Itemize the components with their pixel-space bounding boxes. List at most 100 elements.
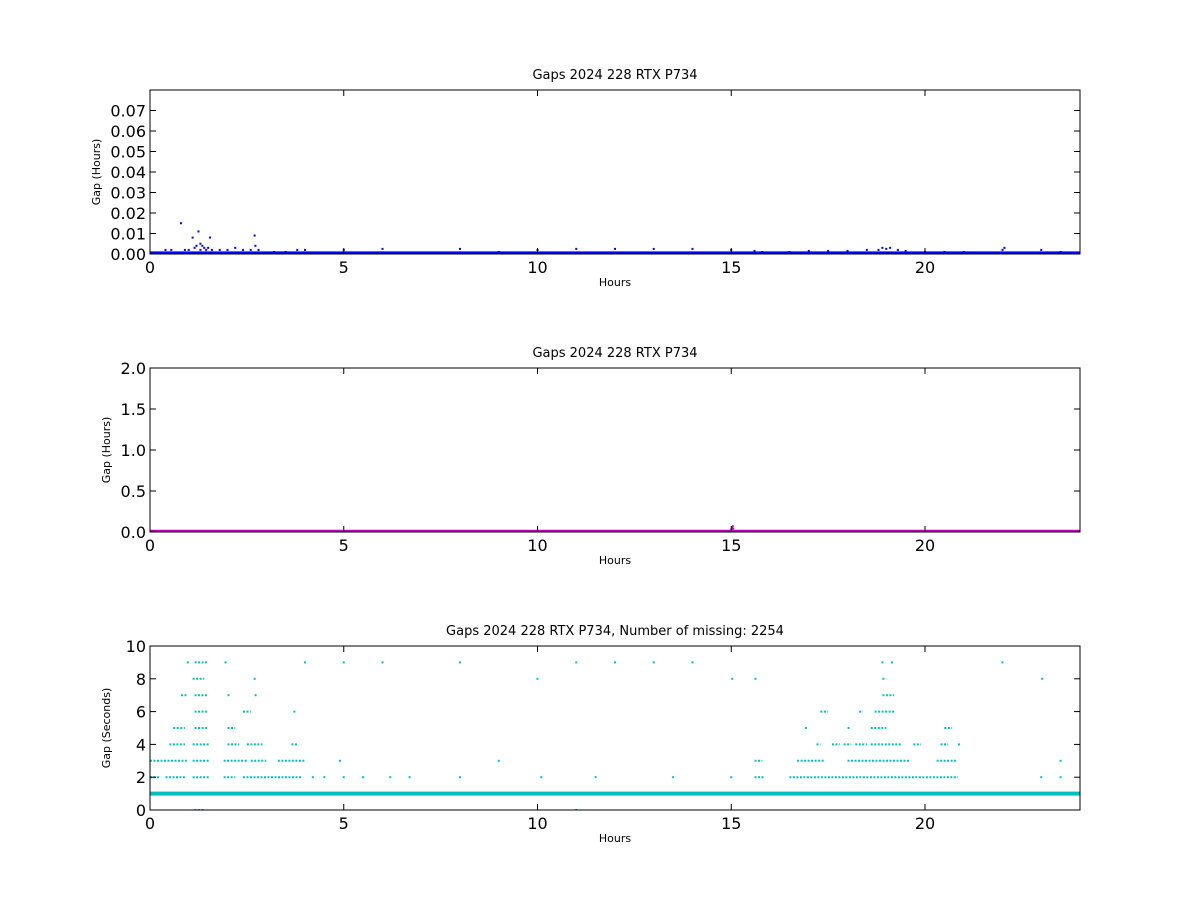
data-point bbox=[205, 248, 208, 251]
data-point bbox=[761, 250, 764, 253]
y-tick-label: 0.06 bbox=[110, 122, 146, 141]
data-point bbox=[183, 248, 186, 251]
data-point bbox=[807, 249, 810, 252]
data-point bbox=[199, 248, 202, 251]
data-point bbox=[575, 661, 578, 664]
data-point bbox=[381, 661, 384, 664]
y-tick-label: 0.5 bbox=[121, 482, 146, 501]
chart-title: Gaps 2024 228 RTX P734 bbox=[532, 68, 697, 83]
data-point bbox=[389, 776, 392, 779]
x-tick-label: 10 bbox=[527, 536, 547, 555]
data-point bbox=[1040, 776, 1043, 779]
data-point bbox=[459, 776, 461, 779]
chart-title: Gaps 2024 228 RTX P734 bbox=[532, 346, 697, 361]
x-tick-label: 0 bbox=[145, 814, 155, 833]
data-point bbox=[170, 248, 173, 251]
data-point bbox=[242, 248, 244, 251]
data-layer bbox=[150, 661, 1080, 810]
y-tick-label: 10 bbox=[126, 637, 146, 656]
data-point bbox=[249, 248, 252, 251]
data-point bbox=[180, 222, 182, 225]
data-point bbox=[209, 236, 212, 239]
data-point bbox=[191, 236, 194, 239]
y-tick-label: 1.0 bbox=[121, 441, 146, 460]
data-point bbox=[788, 250, 791, 253]
data-point bbox=[731, 526, 734, 529]
data-point bbox=[311, 776, 314, 779]
x-tick-label: 15 bbox=[721, 536, 741, 555]
x-tick-label: 0 bbox=[145, 536, 155, 555]
data-point bbox=[730, 776, 733, 779]
x-axis-label: Hours bbox=[599, 554, 631, 567]
data-point bbox=[187, 248, 190, 251]
data-point bbox=[1003, 246, 1006, 249]
data-point bbox=[731, 525, 734, 528]
data-point bbox=[1059, 250, 1062, 253]
data-point bbox=[881, 246, 884, 249]
data-point bbox=[827, 249, 830, 252]
x-tick-label: 10 bbox=[527, 814, 547, 833]
y-tick-label: 0.04 bbox=[110, 163, 146, 182]
data-point bbox=[691, 661, 694, 664]
data-point bbox=[203, 246, 206, 249]
data-point bbox=[218, 248, 221, 251]
data-point bbox=[199, 242, 202, 245]
baseline-band bbox=[150, 529, 1080, 532]
data-point bbox=[201, 244, 204, 247]
data-point bbox=[540, 776, 543, 779]
x-tick-label: 15 bbox=[721, 258, 741, 277]
data-point bbox=[497, 250, 500, 253]
data-point bbox=[672, 776, 675, 779]
y-tick-label: 0.07 bbox=[110, 102, 146, 121]
data-point bbox=[253, 677, 256, 680]
x-tick-label: 20 bbox=[915, 814, 935, 833]
data-point bbox=[304, 661, 306, 664]
chart-title: Gaps 2024 228 RTX P734, Number of missin… bbox=[446, 624, 784, 639]
data-point bbox=[652, 247, 655, 250]
x-tick-label: 0 bbox=[145, 258, 155, 277]
data-point bbox=[323, 776, 326, 779]
data-point bbox=[296, 248, 299, 251]
data-point bbox=[753, 249, 756, 252]
data-point bbox=[881, 661, 884, 664]
x-tick-label: 5 bbox=[339, 258, 349, 277]
data-point bbox=[691, 247, 694, 250]
data-point bbox=[459, 247, 461, 250]
y-tick-label: 4 bbox=[136, 735, 146, 754]
y-tick-label: 0.02 bbox=[110, 204, 146, 223]
data-point bbox=[254, 244, 257, 247]
data-point bbox=[284, 250, 287, 253]
y-tick-label: 0.00 bbox=[110, 245, 146, 264]
y-tick-label: 0.05 bbox=[110, 143, 146, 162]
data-point bbox=[304, 248, 306, 251]
data-point bbox=[536, 677, 539, 680]
axes-frame bbox=[149, 367, 1081, 533]
data-point bbox=[1059, 776, 1062, 779]
data-point bbox=[865, 248, 868, 251]
data-point bbox=[226, 248, 229, 251]
y-tick-label: 1.5 bbox=[121, 400, 146, 419]
data-point bbox=[207, 246, 210, 249]
x-axis-label: Hours bbox=[599, 832, 631, 845]
y-tick-label: 2.0 bbox=[121, 359, 146, 378]
data-point bbox=[497, 759, 500, 762]
data-point bbox=[732, 527, 735, 530]
data-point bbox=[891, 661, 894, 664]
data-point bbox=[614, 247, 616, 250]
data-point bbox=[652, 661, 655, 664]
data-point bbox=[195, 244, 198, 247]
y-tick-label: 6 bbox=[136, 703, 146, 722]
y-tick-label: 0.03 bbox=[110, 184, 146, 203]
data-point bbox=[1040, 248, 1043, 251]
baseline-band bbox=[150, 251, 1080, 254]
data-point bbox=[164, 248, 167, 251]
data-point bbox=[338, 759, 341, 762]
baseline-band bbox=[150, 791, 1080, 796]
y-tick-label: 2 bbox=[136, 768, 146, 787]
data-point bbox=[575, 247, 578, 250]
data-point bbox=[877, 248, 880, 251]
data-point bbox=[273, 250, 275, 253]
data-point bbox=[614, 661, 616, 664]
y-axis-label: Gap (Hours) bbox=[100, 417, 113, 484]
